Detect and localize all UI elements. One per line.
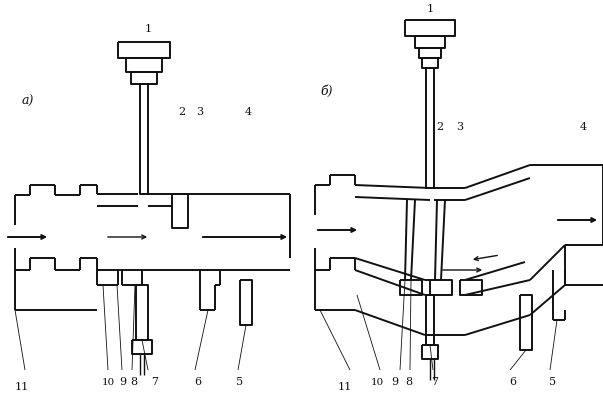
Text: 10: 10 (101, 378, 115, 387)
Text: 3: 3 (456, 122, 464, 132)
Text: 1: 1 (145, 24, 151, 34)
Text: а): а) (22, 95, 34, 108)
Text: 11: 11 (338, 382, 352, 392)
Text: 2: 2 (178, 107, 186, 117)
Text: 6: 6 (194, 377, 201, 387)
Text: 4: 4 (579, 122, 587, 132)
Text: 6: 6 (510, 377, 517, 387)
Text: 8: 8 (405, 377, 412, 387)
Text: 5: 5 (236, 377, 244, 387)
Text: 3: 3 (197, 107, 204, 117)
Text: 4: 4 (244, 107, 251, 117)
Text: 5: 5 (549, 377, 557, 387)
Text: 10: 10 (370, 378, 384, 387)
Text: 2: 2 (437, 122, 444, 132)
Text: 11: 11 (15, 382, 29, 392)
Text: 8: 8 (130, 377, 137, 387)
Text: б): б) (320, 85, 332, 98)
Text: 9: 9 (391, 377, 399, 387)
Text: 7: 7 (151, 377, 159, 387)
Text: 7: 7 (432, 377, 438, 387)
Text: 9: 9 (119, 377, 127, 387)
Text: 1: 1 (426, 4, 434, 14)
